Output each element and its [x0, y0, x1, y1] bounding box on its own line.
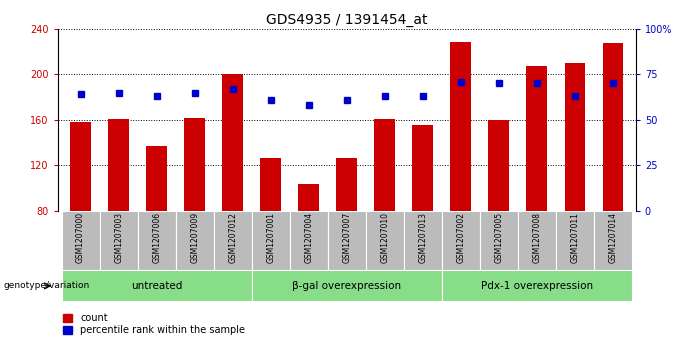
Text: GSM1207008: GSM1207008	[532, 212, 541, 263]
Bar	[299, 184, 319, 211]
Bar	[222, 74, 243, 211]
Bar	[70, 122, 91, 211]
Text: untreated: untreated	[131, 281, 182, 291]
Text: genotype/variation: genotype/variation	[3, 281, 90, 290]
Title: GDS4935 / 1391454_at: GDS4935 / 1391454_at	[266, 13, 428, 26]
Bar	[450, 41, 471, 211]
Bar	[328, 211, 366, 270]
Text: GSM1207005: GSM1207005	[494, 212, 503, 263]
Bar	[480, 211, 518, 270]
Text: GSM1207001: GSM1207001	[267, 212, 275, 263]
Bar	[442, 211, 480, 270]
Bar	[260, 158, 282, 211]
Text: GSM1207014: GSM1207014	[609, 212, 617, 263]
Bar	[137, 211, 175, 270]
Bar	[556, 211, 594, 270]
Bar	[62, 270, 252, 301]
Text: GSM1207013: GSM1207013	[418, 212, 427, 263]
Text: Pdx-1 overexpression: Pdx-1 overexpression	[481, 281, 593, 291]
Text: GSM1207007: GSM1207007	[342, 212, 352, 263]
Legend: count, percentile rank within the sample: count, percentile rank within the sample	[63, 313, 245, 335]
Bar	[100, 211, 137, 270]
Text: GSM1207012: GSM1207012	[228, 212, 237, 263]
Bar	[518, 211, 556, 270]
Bar	[526, 66, 547, 211]
Bar	[337, 158, 357, 211]
Text: GSM1207011: GSM1207011	[571, 212, 579, 263]
Text: GSM1207004: GSM1207004	[304, 212, 313, 263]
Bar	[412, 126, 433, 211]
Bar	[442, 270, 632, 301]
Bar	[175, 211, 214, 270]
Bar	[290, 211, 328, 270]
Text: GSM1207003: GSM1207003	[114, 212, 123, 263]
Text: GSM1207000: GSM1207000	[76, 212, 85, 263]
Bar	[62, 211, 100, 270]
Text: GSM1207006: GSM1207006	[152, 212, 161, 263]
Text: GSM1207002: GSM1207002	[456, 212, 465, 263]
Bar	[366, 211, 404, 270]
Bar	[404, 211, 442, 270]
Bar	[488, 120, 509, 211]
Bar	[214, 211, 252, 270]
Bar	[594, 211, 632, 270]
Bar	[602, 42, 624, 211]
Bar	[146, 146, 167, 211]
Bar	[564, 63, 585, 211]
Text: β-gal overexpression: β-gal overexpression	[292, 281, 401, 291]
Bar	[252, 270, 442, 301]
Bar	[252, 211, 290, 270]
Bar	[108, 119, 129, 211]
Text: GSM1207009: GSM1207009	[190, 212, 199, 263]
Bar	[375, 119, 395, 211]
Text: GSM1207010: GSM1207010	[380, 212, 390, 263]
Bar	[184, 118, 205, 211]
